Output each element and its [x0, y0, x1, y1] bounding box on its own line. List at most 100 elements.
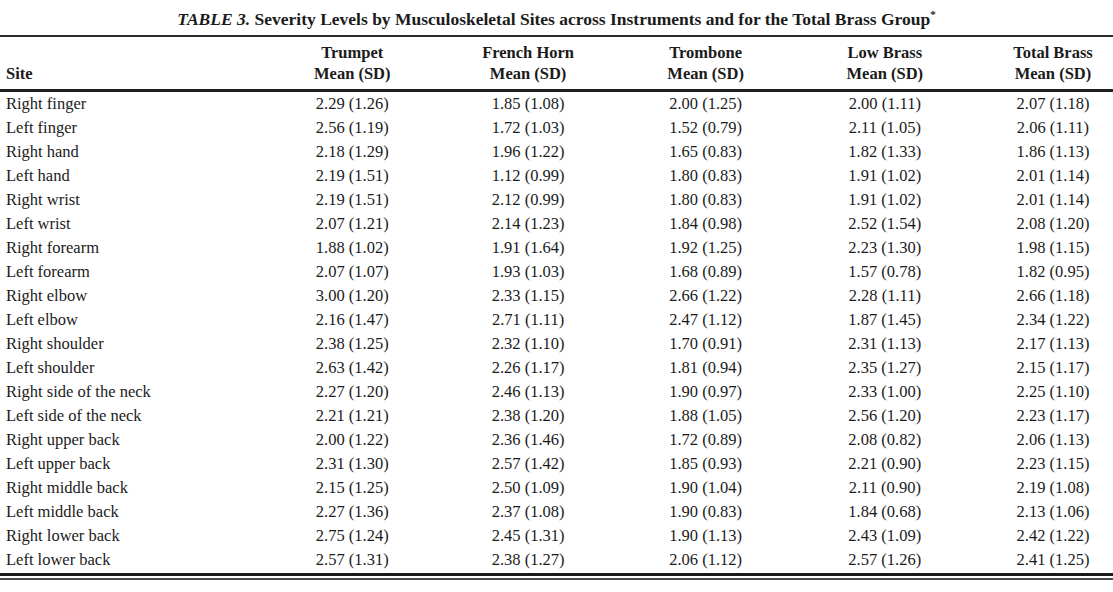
table-row: Left hand 2.19 (1.51) 1.12 (0.99) 1.80 (…	[0, 164, 1113, 188]
site-cell: Right lower back	[0, 524, 265, 548]
table-body: Right finger 2.29 (1.26) 1.85 (1.08) 2.0…	[0, 91, 1113, 573]
trumpet-value-cell: 3.00 (1.20)	[265, 284, 440, 308]
french-horn-value-cell: 2.46 (1.13)	[440, 380, 617, 404]
low-brass-value-cell: 2.11 (1.05)	[795, 116, 975, 140]
table-row: Left lower back 2.57 (1.31) 2.38 (1.27) …	[0, 548, 1113, 572]
trombone-value-cell: 1.72 (0.89)	[617, 428, 795, 452]
column-header-french-horn: French Horn Mean (SD)	[440, 37, 617, 91]
french-horn-value-cell: 2.45 (1.31)	[440, 524, 617, 548]
trombone-value-cell: 1.80 (0.83)	[617, 188, 795, 212]
total-brass-value-cell: 2.06 (1.11)	[975, 116, 1113, 140]
column-header-label: Trombone	[669, 43, 742, 62]
french-horn-value-cell: 1.96 (1.22)	[440, 140, 617, 164]
total-brass-value-cell: 2.01 (1.14)	[975, 164, 1113, 188]
low-brass-value-cell: 2.57 (1.26)	[795, 548, 975, 572]
table-row: Right side of the neck 2.27 (1.20) 2.46 …	[0, 380, 1113, 404]
french-horn-value-cell: 2.38 (1.20)	[440, 404, 617, 428]
footnote-marker: *	[930, 8, 936, 20]
column-header-label: Trumpet	[321, 43, 383, 62]
trombone-value-cell: 1.90 (0.97)	[617, 380, 795, 404]
low-brass-value-cell: 1.91 (1.02)	[795, 164, 975, 188]
table-title-label: TABLE 3.	[177, 9, 250, 29]
site-cell: Left middle back	[0, 500, 265, 524]
trumpet-value-cell: 2.38 (1.25)	[265, 332, 440, 356]
site-cell: Right hand	[0, 140, 265, 164]
low-brass-value-cell: 2.35 (1.27)	[795, 356, 975, 380]
low-brass-value-cell: 2.11 (0.90)	[795, 476, 975, 500]
site-cell: Left finger	[0, 116, 265, 140]
site-cell: Right side of the neck	[0, 380, 265, 404]
low-brass-value-cell: 1.87 (1.45)	[795, 308, 975, 332]
trombone-value-cell: 2.06 (1.12)	[617, 548, 795, 572]
total-brass-value-cell: 2.66 (1.18)	[975, 284, 1113, 308]
table-row: Left wrist 2.07 (1.21) 2.14 (1.23) 1.84 …	[0, 212, 1113, 236]
trombone-value-cell: 2.00 (1.25)	[617, 91, 795, 117]
header-row: Site Trumpet Mean (SD) French Horn Mean …	[0, 37, 1113, 91]
table-row: Left side of the neck 2.21 (1.21) 2.38 (…	[0, 404, 1113, 428]
column-header-label: Site	[6, 64, 33, 83]
trombone-value-cell: 1.70 (0.91)	[617, 332, 795, 356]
french-horn-value-cell: 1.93 (1.03)	[440, 260, 617, 284]
site-cell: Left forearm	[0, 260, 265, 284]
french-horn-value-cell: 2.14 (1.23)	[440, 212, 617, 236]
low-brass-value-cell: 1.84 (0.68)	[795, 500, 975, 524]
total-brass-value-cell: 2.23 (1.15)	[975, 452, 1113, 476]
site-cell: Left shoulder	[0, 356, 265, 380]
trombone-value-cell: 1.80 (0.83)	[617, 164, 795, 188]
table-row: Right elbow 3.00 (1.20) 2.33 (1.15) 2.66…	[0, 284, 1113, 308]
french-horn-value-cell: 2.57 (1.42)	[440, 452, 617, 476]
trombone-value-cell: 1.90 (1.04)	[617, 476, 795, 500]
french-horn-value-cell: 2.26 (1.17)	[440, 356, 617, 380]
low-brass-value-cell: 2.28 (1.11)	[795, 284, 975, 308]
trumpet-value-cell: 2.75 (1.24)	[265, 524, 440, 548]
site-cell: Right middle back	[0, 476, 265, 500]
column-header-sublabel: Mean (SD)	[1015, 64, 1092, 83]
low-brass-value-cell: 2.33 (1.00)	[795, 380, 975, 404]
trumpet-value-cell: 2.00 (1.22)	[265, 428, 440, 452]
table-row: Right lower back 2.75 (1.24) 2.45 (1.31)…	[0, 524, 1113, 548]
trombone-value-cell: 2.66 (1.22)	[617, 284, 795, 308]
french-horn-value-cell: 2.36 (1.46)	[440, 428, 617, 452]
table-row: Right wrist 2.19 (1.51) 2.12 (0.99) 1.80…	[0, 188, 1113, 212]
site-cell: Right wrist	[0, 188, 265, 212]
french-horn-value-cell: 2.33 (1.15)	[440, 284, 617, 308]
total-brass-value-cell: 2.19 (1.08)	[975, 476, 1113, 500]
low-brass-value-cell: 2.43 (1.09)	[795, 524, 975, 548]
table-row: Right upper back 2.00 (1.22) 2.36 (1.46)…	[0, 428, 1113, 452]
total-brass-value-cell: 2.41 (1.25)	[975, 548, 1113, 572]
column-header-sublabel: Mean (SD)	[490, 64, 567, 83]
site-cell: Left side of the neck	[0, 404, 265, 428]
site-cell: Left upper back	[0, 452, 265, 476]
trumpet-value-cell: 2.63 (1.42)	[265, 356, 440, 380]
trumpet-value-cell: 2.18 (1.29)	[265, 140, 440, 164]
table-row: Left finger 2.56 (1.19) 1.72 (1.03) 1.52…	[0, 116, 1113, 140]
trumpet-value-cell: 2.19 (1.51)	[265, 188, 440, 212]
site-cell: Right forearm	[0, 236, 265, 260]
trumpet-value-cell: 2.31 (1.30)	[265, 452, 440, 476]
total-brass-value-cell: 2.07 (1.18)	[975, 91, 1113, 117]
paper-table-page: TABLE 3. Severity Levels by Musculoskele…	[0, 0, 1113, 592]
table-title-text: Severity Levels by Musculoskeletal Sites…	[250, 9, 930, 29]
total-brass-value-cell: 2.17 (1.13)	[975, 332, 1113, 356]
french-horn-value-cell: 2.12 (0.99)	[440, 188, 617, 212]
total-brass-value-cell: 1.98 (1.15)	[975, 236, 1113, 260]
site-cell: Left hand	[0, 164, 265, 188]
total-brass-value-cell: 2.08 (1.20)	[975, 212, 1113, 236]
site-cell: Left wrist	[0, 212, 265, 236]
site-cell: Right upper back	[0, 428, 265, 452]
table-row: Right middle back 2.15 (1.25) 2.50 (1.09…	[0, 476, 1113, 500]
column-header-sublabel: Mean (SD)	[667, 64, 744, 83]
trombone-value-cell: 1.90 (1.13)	[617, 524, 795, 548]
french-horn-value-cell: 1.72 (1.03)	[440, 116, 617, 140]
site-cell: Right elbow	[0, 284, 265, 308]
column-header-label: French Horn	[482, 43, 574, 62]
french-horn-value-cell: 1.91 (1.64)	[440, 236, 617, 260]
low-brass-value-cell: 2.08 (0.82)	[795, 428, 975, 452]
trombone-value-cell: 1.88 (1.05)	[617, 404, 795, 428]
total-brass-value-cell: 1.86 (1.13)	[975, 140, 1113, 164]
trumpet-value-cell: 1.88 (1.02)	[265, 236, 440, 260]
trumpet-value-cell: 2.27 (1.20)	[265, 380, 440, 404]
trombone-value-cell: 1.90 (0.83)	[617, 500, 795, 524]
trombone-value-cell: 1.84 (0.98)	[617, 212, 795, 236]
column-header-label: Total Brass	[1013, 43, 1093, 62]
